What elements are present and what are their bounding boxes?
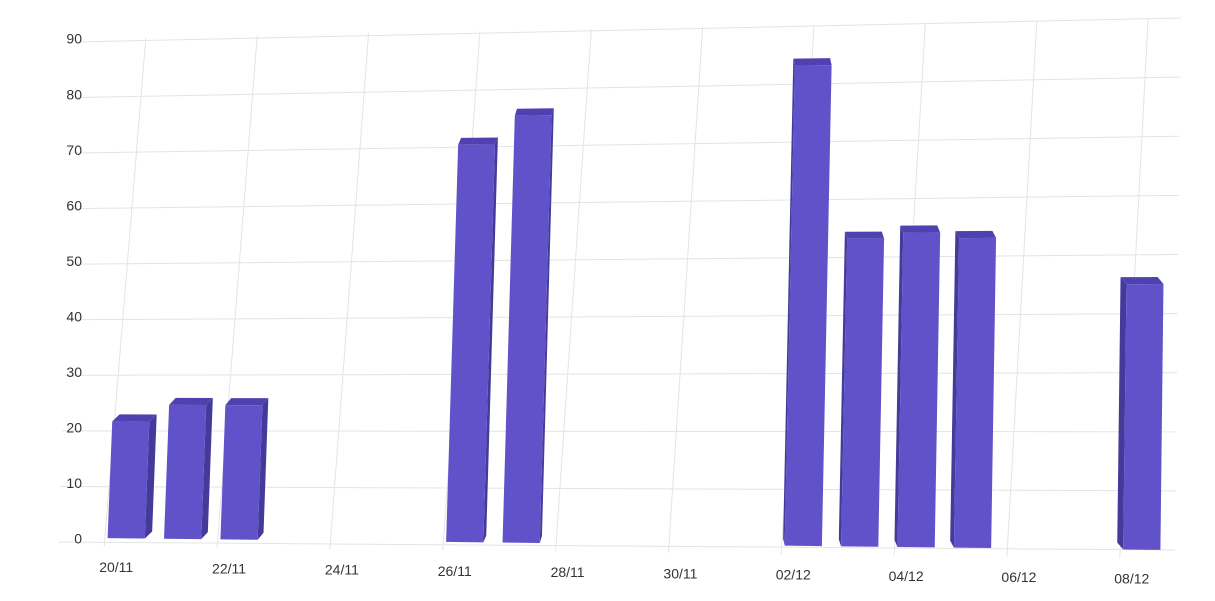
bar-top bbox=[514, 108, 554, 116]
x-tick-label: 08/12 bbox=[1114, 570, 1149, 586]
bar-top bbox=[225, 398, 269, 406]
bar-side bbox=[783, 58, 795, 546]
x-tick-label: 06/12 bbox=[1001, 569, 1036, 585]
bar-side bbox=[257, 398, 269, 540]
bar-front bbox=[953, 237, 997, 548]
y-tick-label: 60 bbox=[66, 197, 82, 213]
grid-line bbox=[66, 313, 1178, 321]
y-tick-label: 10 bbox=[66, 475, 82, 491]
x-tick-label: 04/12 bbox=[889, 568, 924, 584]
x-tick-label: 22/11 bbox=[212, 560, 246, 576]
y-tick-label: 70 bbox=[66, 142, 82, 158]
y-tick-label: 80 bbox=[66, 86, 82, 102]
bar-front bbox=[220, 405, 263, 540]
bar-front bbox=[841, 238, 885, 547]
y-tick-label: 50 bbox=[66, 253, 82, 269]
bar-side bbox=[483, 137, 498, 543]
grid-line bbox=[667, 26, 704, 553]
bar-top bbox=[844, 231, 885, 239]
bar bbox=[894, 225, 941, 548]
grid-line bbox=[555, 29, 592, 552]
bar bbox=[502, 108, 554, 543]
x-tick-label: 30/11 bbox=[663, 565, 697, 581]
bar-top bbox=[793, 58, 832, 66]
bar-top bbox=[1120, 277, 1164, 285]
x-tick-label: 26/11 bbox=[438, 563, 472, 579]
bar-top bbox=[169, 397, 213, 406]
bar-front bbox=[1123, 284, 1164, 550]
bar-top bbox=[112, 414, 157, 422]
bar bbox=[838, 231, 885, 547]
bar bbox=[107, 414, 157, 539]
grid-line bbox=[64, 372, 1178, 376]
grid-line bbox=[329, 33, 370, 549]
bar-side bbox=[201, 398, 213, 540]
bar bbox=[950, 230, 997, 548]
bar-side bbox=[894, 225, 904, 547]
x-tick-label: 02/12 bbox=[776, 567, 811, 583]
grid-line bbox=[1006, 20, 1038, 557]
grid-line bbox=[75, 76, 1181, 99]
bar-front bbox=[164, 404, 207, 540]
bar bbox=[164, 397, 213, 540]
bar-side bbox=[144, 414, 157, 539]
bar bbox=[1117, 277, 1164, 550]
y-tick-label: 40 bbox=[66, 308, 82, 324]
bar bbox=[446, 137, 498, 543]
bar bbox=[783, 58, 832, 547]
x-tick-label: 20/11 bbox=[99, 559, 133, 575]
x-tick-label: 24/11 bbox=[325, 562, 359, 578]
grid-line bbox=[69, 253, 1179, 265]
grid-line bbox=[73, 135, 1180, 154]
bar bbox=[220, 398, 269, 540]
bar-side bbox=[950, 231, 960, 548]
bar-front bbox=[897, 232, 941, 548]
bar-top bbox=[900, 225, 941, 233]
y-tick-label: 0 bbox=[74, 531, 82, 547]
bar-front bbox=[502, 115, 552, 543]
bar-side bbox=[539, 108, 554, 543]
y-tick-label: 30 bbox=[66, 364, 82, 380]
x-tick-label: 28/11 bbox=[551, 564, 585, 580]
grid-line bbox=[77, 17, 1182, 43]
bar-side bbox=[1117, 277, 1127, 550]
y-tick-label: 90 bbox=[66, 31, 82, 47]
grid-line bbox=[71, 194, 1180, 210]
bar-top bbox=[955, 230, 997, 239]
bar-front bbox=[446, 144, 495, 543]
bar-front bbox=[784, 65, 832, 547]
grid-line bbox=[57, 541, 1176, 551]
bar-top bbox=[458, 137, 498, 145]
y-tick-label: 20 bbox=[66, 420, 82, 436]
bar-front bbox=[107, 421, 150, 539]
bar-side bbox=[838, 231, 848, 547]
